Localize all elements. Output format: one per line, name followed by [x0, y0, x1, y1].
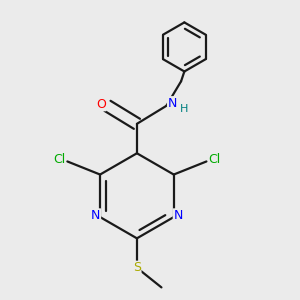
Text: Cl: Cl — [53, 153, 65, 166]
Text: S: S — [133, 261, 141, 274]
Text: N: N — [173, 209, 183, 222]
Text: N: N — [168, 97, 177, 110]
Text: H: H — [180, 104, 188, 114]
Text: Cl: Cl — [208, 153, 221, 166]
Text: N: N — [91, 209, 101, 222]
Text: O: O — [96, 98, 106, 111]
